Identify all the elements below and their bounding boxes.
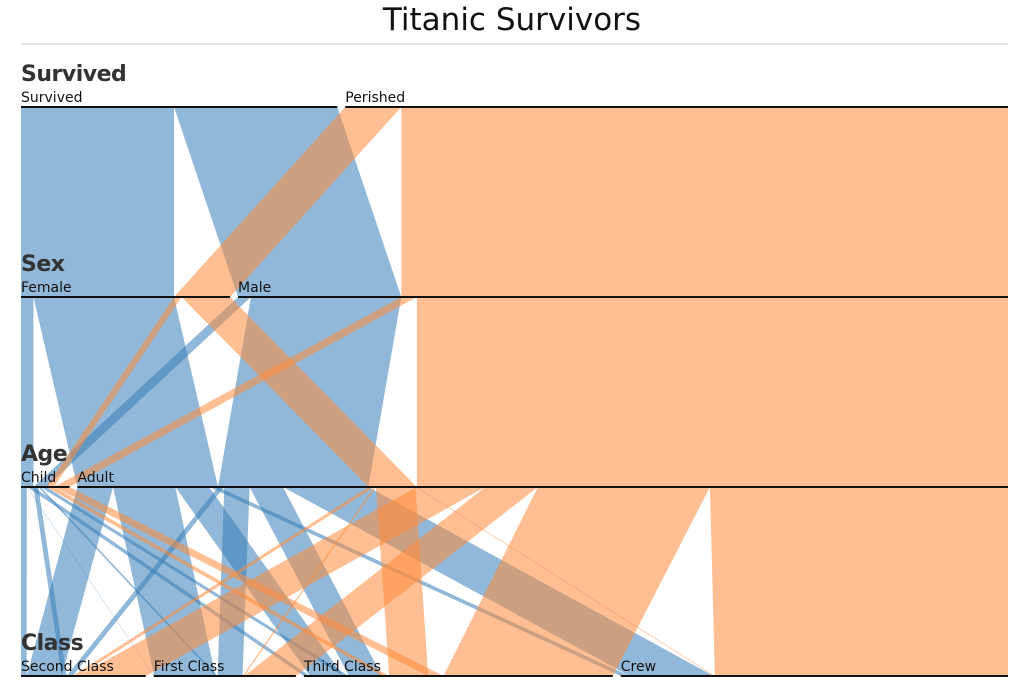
ribbon-survived-male-child-second-class[interactable]	[33, 487, 67, 676]
ribbon-perished-male-adult-crew[interactable]	[709, 487, 1008, 676]
category-label-second-class[interactable]: Second Class	[21, 659, 114, 675]
ribbon-perished-male-adult-first-class[interactable]	[244, 487, 538, 676]
ribbon-perished-female[interactable]	[174, 107, 402, 297]
ribbons-layer	[21, 107, 1008, 676]
dimension-title-class[interactable]: Class	[21, 631, 84, 656]
ribbon-perished-female-child-third-class[interactable]	[46, 487, 390, 676]
ribbon-survived-male-child-third-class[interactable]	[40, 487, 349, 676]
ribbon-survived-female-adult-second-class[interactable]	[26, 487, 114, 676]
ribbon-perished-female-adult-second-class[interactable]	[72, 487, 375, 676]
category-label-crew[interactable]: Crew	[621, 659, 656, 675]
ribbon-survived-female-child[interactable]	[21, 297, 34, 487]
ribbon-perished-male-child[interactable]	[53, 297, 417, 487]
category-label-survived[interactable]: Survived	[21, 90, 82, 106]
category-label-adult[interactable]: Adult	[77, 470, 114, 486]
axes-layer: Survived Survived Perished Sex Female Male Age…	[21, 62, 1008, 677]
ribbon-survived-female-child-first-class[interactable]	[26, 487, 155, 676]
dimension-title-survived[interactable]: Survived	[21, 62, 127, 87]
category-label-female[interactable]: Female	[21, 280, 72, 296]
dimension-title-age[interactable]: Age	[21, 442, 68, 467]
ribbon-perished-female-adult[interactable]	[181, 297, 417, 487]
category-label-third-class[interactable]: Third Class	[303, 659, 381, 675]
ribbon-perished-female-child[interactable]	[46, 297, 182, 487]
category-label-perished[interactable]: Perished	[345, 90, 405, 106]
ribbon-perished-male-adult-second-class[interactable]	[78, 487, 486, 676]
chart-title: Titanic Survivors	[382, 2, 642, 38]
ribbon-perished-male[interactable]	[401, 107, 1008, 297]
category-label-first-class[interactable]: First Class	[154, 659, 225, 675]
ribbon-perished-male-adult[interactable]	[416, 297, 1008, 487]
ribbon-survived-female[interactable]	[21, 107, 175, 297]
dimension-title-sex[interactable]: Sex	[21, 252, 65, 277]
category-label-male[interactable]: Male	[238, 280, 271, 296]
ribbon-perished-male-adult-third-class[interactable]	[443, 487, 710, 676]
category-label-child[interactable]: Child	[21, 470, 56, 486]
ribbon-survived-male-child[interactable]	[33, 297, 251, 487]
ribbon-survived-male-adult-second-class[interactable]	[66, 487, 225, 676]
ribbon-survived-female-child-second-class[interactable]	[21, 487, 27, 676]
